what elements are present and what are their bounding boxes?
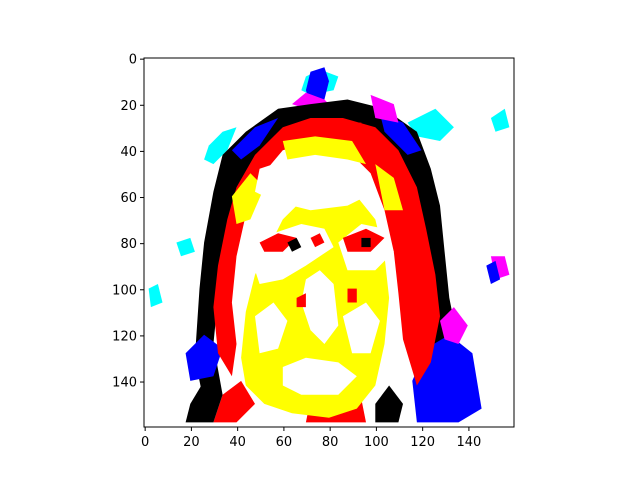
image-region-black <box>361 237 371 248</box>
image-region-blue <box>231 118 279 160</box>
x-axis: 0 20 40 60 80 100 120 140 <box>141 427 481 450</box>
image-region-black <box>375 385 403 423</box>
image-region-red <box>338 122 362 132</box>
image-region-cyan <box>176 237 195 257</box>
y-tick-label: 140 <box>112 376 137 391</box>
image-region-red <box>213 380 255 423</box>
x-tick-label: 80 <box>322 435 339 450</box>
image-region-white <box>255 159 376 211</box>
image-region-cyan <box>490 108 510 132</box>
image-region-white <box>301 270 339 344</box>
y-tick-label: 100 <box>112 283 137 298</box>
image-region-blue <box>379 113 422 155</box>
image-region-red <box>259 233 297 252</box>
image-region-cyan <box>148 284 163 308</box>
image-region-white <box>282 357 357 395</box>
y-tick-label: 20 <box>120 99 137 114</box>
image-region-white <box>255 302 288 354</box>
image-region-black <box>287 237 302 252</box>
y-axis: 0 20 40 60 80 100 120 140 <box>112 53 144 391</box>
image-region-black <box>185 380 223 423</box>
x-tick-label: 140 <box>456 435 481 450</box>
y-tick-label: 40 <box>120 145 137 160</box>
y-tick-label: 120 <box>112 329 137 344</box>
image-region-cyan <box>407 108 454 141</box>
x-tick-label: 0 <box>141 435 149 450</box>
y-tick-label: 80 <box>120 237 137 252</box>
heatmap-image <box>148 67 510 423</box>
x-tick-label: 100 <box>364 435 389 450</box>
image-region-yellow <box>282 136 366 165</box>
image-region-blue <box>486 260 501 284</box>
x-tick-label: 120 <box>410 435 435 450</box>
image-region-magenta <box>370 94 399 123</box>
x-tick-label: 40 <box>229 435 246 450</box>
image-region-white <box>342 302 380 354</box>
image-region-red <box>296 293 306 308</box>
y-tick-label: 0 <box>129 53 137 68</box>
y-tick-label: 60 <box>120 191 137 206</box>
x-tick-label: 60 <box>276 435 293 450</box>
image-region-red <box>347 288 357 303</box>
image-region-magenta <box>440 307 468 344</box>
image-region-yellow <box>375 164 403 211</box>
x-tick-label: 20 <box>183 435 200 450</box>
axes-frame <box>143 57 515 428</box>
image-region-cyan <box>204 127 237 165</box>
image-region-red <box>310 233 325 248</box>
image-region-blue <box>185 334 223 381</box>
